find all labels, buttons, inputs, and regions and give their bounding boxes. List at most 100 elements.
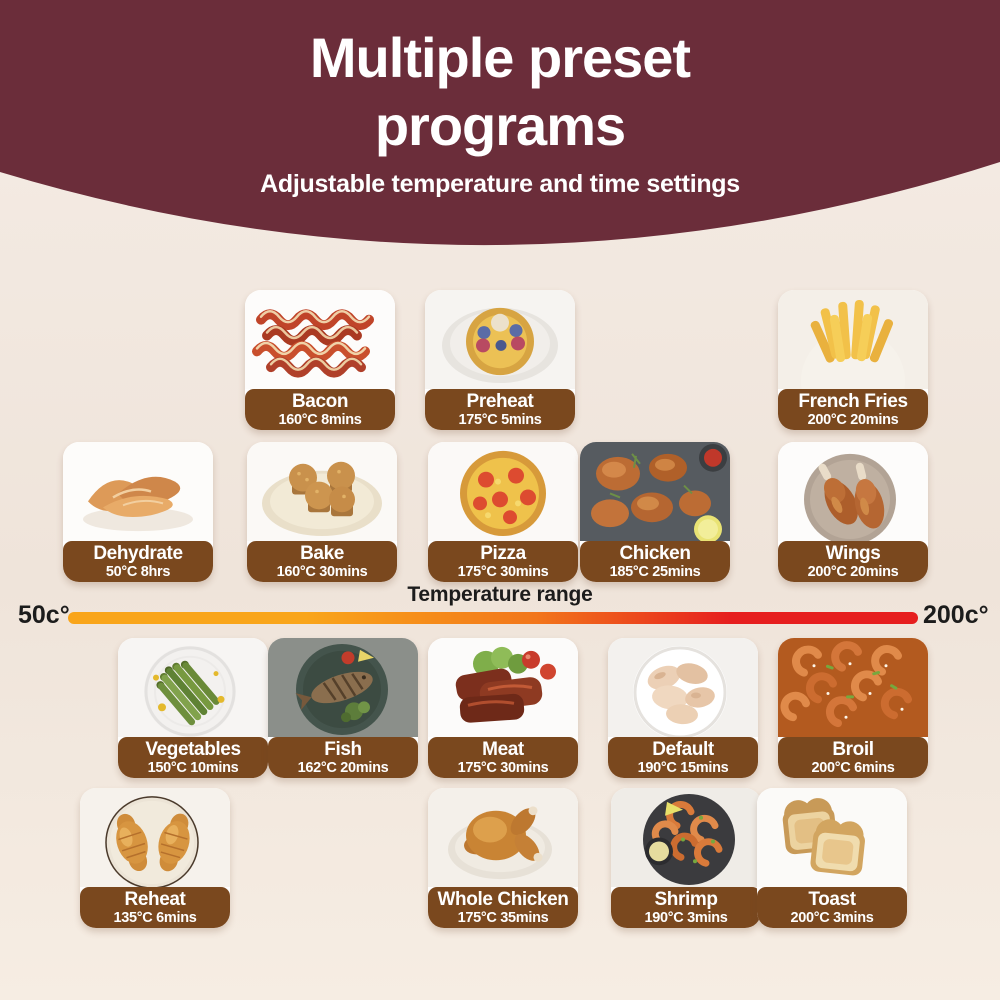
preset-name: Toast xyxy=(808,888,856,910)
reheat-photo-icon xyxy=(80,788,230,887)
temperature-range-label: Temperature range xyxy=(407,583,593,606)
preset-setting: 175°C 30mins xyxy=(457,759,549,776)
bacon-photo xyxy=(245,290,395,389)
preset-name: Chicken xyxy=(619,542,691,564)
broil-photo-icon xyxy=(778,638,928,737)
preset-setting: 175°C 30mins xyxy=(457,563,549,580)
bake-photo-icon xyxy=(247,442,397,541)
meat-photo-icon xyxy=(428,638,578,737)
preset-label: Vegetables 150°C 10mins xyxy=(118,737,268,778)
preset-setting: 200°C 20mins xyxy=(807,563,899,580)
header-banner xyxy=(0,0,1000,246)
preset-name: Pizza xyxy=(480,542,526,564)
preset-setting: 185°C 25mins xyxy=(609,563,701,580)
preset-card-toast: Toast 200°C 3mins xyxy=(757,788,907,928)
preset-label: Toast 200°C 3mins xyxy=(757,887,907,928)
preset-card-wings: Wings 200°C 20mins xyxy=(778,442,928,582)
vegetables-photo xyxy=(118,638,268,737)
fish-photo-icon xyxy=(268,638,418,737)
preset-card-whole-chicken: Whole Chicken 175°C 35mins xyxy=(428,788,578,928)
pizza-photo xyxy=(428,442,578,541)
vegetables-photo-icon xyxy=(118,638,268,737)
preset-label: Chicken 185°C 25mins xyxy=(580,541,730,582)
page-title: Multiple preset programs xyxy=(0,24,1000,161)
pizza-photo-icon xyxy=(428,442,578,541)
preset-name: Broil xyxy=(832,738,874,760)
preset-name: Shrimp xyxy=(654,888,718,910)
preset-name: Preheat xyxy=(466,390,534,412)
preset-label: Meat 175°C 30mins xyxy=(428,737,578,778)
header-curve-shape xyxy=(0,0,1000,246)
preset-card-shrimp: Shrimp 190°C 3mins xyxy=(611,788,761,928)
wings-photo-icon xyxy=(778,442,928,541)
preset-label: Wings 200°C 20mins xyxy=(778,541,928,582)
preset-card-vegetables: Vegetables 150°C 10mins xyxy=(118,638,268,778)
preheat-photo xyxy=(425,290,575,389)
preset-card-bake: Bake 160°C 30mins xyxy=(247,442,397,582)
preset-label: Shrimp 190°C 3mins xyxy=(611,887,761,928)
preset-setting: 162°C 20mins xyxy=(297,759,389,776)
preset-setting: 190°C 15mins xyxy=(637,759,729,776)
shrimp-photo xyxy=(611,788,761,887)
bake-photo xyxy=(247,442,397,541)
preset-name: Reheat xyxy=(124,888,186,910)
preset-name: Whole Chicken xyxy=(437,888,569,910)
preset-card-french-fries: French Fries 200°C 20mins xyxy=(778,290,928,430)
preset-setting: 160°C 8mins xyxy=(278,411,362,428)
toast-photo-icon xyxy=(757,788,907,887)
preset-label: Reheat 135°C 6mins xyxy=(80,887,230,928)
preset-name: Vegetables xyxy=(145,738,241,760)
preset-setting: 135°C 6mins xyxy=(113,909,197,926)
toast-photo xyxy=(757,788,907,887)
preset-card-pizza: Pizza 175°C 30mins xyxy=(428,442,578,582)
preset-label: Pizza 175°C 30mins xyxy=(428,541,578,582)
chicken-photo xyxy=(580,442,730,541)
preset-name: Bacon xyxy=(291,390,349,412)
bacon-photo-icon xyxy=(245,290,395,389)
preset-name: Meat xyxy=(482,738,524,760)
temperature-min-label: 50c° xyxy=(18,601,70,629)
preset-setting: 190°C 3mins xyxy=(644,909,728,926)
preset-card-default: Default 190°C 15mins xyxy=(608,638,758,778)
default-photo-icon xyxy=(608,638,758,737)
preheat-photo-icon xyxy=(425,290,575,389)
preset-card-fish: Fish 162°C 20mins xyxy=(268,638,418,778)
preset-card-broil: Broil 200°C 6mins xyxy=(778,638,928,778)
reheat-photo xyxy=(80,788,230,887)
default-photo xyxy=(608,638,758,737)
preset-label: Fish 162°C 20mins xyxy=(268,737,418,778)
wings-photo xyxy=(778,442,928,541)
preset-setting: 200°C 6mins xyxy=(811,759,895,776)
preset-setting: 175°C 5mins xyxy=(458,411,542,428)
preset-label: Bacon 160°C 8mins xyxy=(245,389,395,430)
dehydrate-photo xyxy=(63,442,213,541)
preset-label: Bake 160°C 30mins xyxy=(247,541,397,582)
preset-label: Dehydrate 50°C 8hrs xyxy=(63,541,213,582)
preset-card-reheat: Reheat 135°C 6mins xyxy=(80,788,230,928)
french-fries-photo-icon xyxy=(778,290,928,389)
preset-card-meat: Meat 175°C 30mins xyxy=(428,638,578,778)
preset-setting: 150°C 10mins xyxy=(147,759,239,776)
preset-card-bacon: Bacon 160°C 8mins xyxy=(245,290,395,430)
preset-label: Preheat 175°C 5mins xyxy=(425,389,575,430)
preset-card-dehydrate: Dehydrate 50°C 8hrs xyxy=(63,442,213,582)
preset-name: Dehydrate xyxy=(93,542,183,564)
whole-chicken-photo-icon xyxy=(428,788,578,887)
preset-setting: 200°C 3mins xyxy=(790,909,874,926)
french-fries-photo xyxy=(778,290,928,389)
fish-photo xyxy=(268,638,418,737)
preset-card-preheat: Preheat 175°C 5mins xyxy=(425,290,575,430)
preset-label: Default 190°C 15mins xyxy=(608,737,758,778)
preset-label: Whole Chicken 175°C 35mins xyxy=(428,887,578,928)
whole-chicken-photo xyxy=(428,788,578,887)
page-title-line1: Multiple preset xyxy=(309,26,691,89)
temperature-max-label: 200c° xyxy=(923,601,989,629)
preset-name: French Fries xyxy=(798,390,908,412)
preset-label: Broil 200°C 6mins xyxy=(778,737,928,778)
preset-setting: 175°C 35mins xyxy=(457,909,549,926)
temperature-gradient-bar xyxy=(68,612,918,624)
preset-setting: 160°C 30mins xyxy=(276,563,368,580)
preset-name: Default xyxy=(652,738,714,760)
meat-photo xyxy=(428,638,578,737)
